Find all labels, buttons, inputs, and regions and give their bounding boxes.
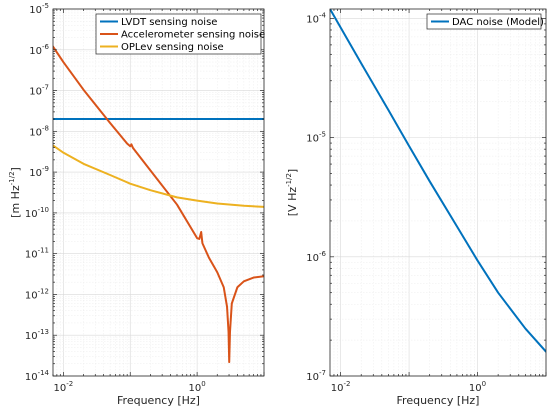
y-tick-label: 10-6 <box>29 43 49 57</box>
legend: LVDT sensing noise Accelerometer sensing … <box>95 13 265 55</box>
y-tick-label: 10-6 <box>306 250 326 264</box>
right-plot: 10-2 100 10-7 10-6 10-5 10-4 Frequency [Hz] [V … <box>285 8 547 407</box>
axes-frame <box>52 8 265 377</box>
x-tick-label: 100 <box>189 380 206 394</box>
x-tick-label: 10-2 <box>331 380 351 394</box>
series-line-1 <box>53 45 264 364</box>
ticks <box>52 8 265 377</box>
legend: DAC noise (Model) <box>426 13 544 30</box>
x-axis-label: Frequency [Hz] <box>397 394 480 407</box>
x-axis-label: Frequency [Hz] <box>117 394 200 407</box>
y-tick-label: 10-13 <box>25 328 49 342</box>
grid <box>329 9 547 377</box>
axes-frame <box>329 8 547 377</box>
series-group <box>53 45 264 364</box>
series-line-0 <box>330 9 546 353</box>
legend-label-0: LVDT sensing noise <box>121 17 217 28</box>
y-tick-label: 10-7 <box>306 369 326 383</box>
legend-label-2: OPLev sensing noise <box>121 42 224 53</box>
y-tick-label: 10-12 <box>25 287 49 301</box>
series-group <box>330 9 546 353</box>
left-plot: 10-2 100 10-14 10-13 10-12 10-11 10-10 10-9 10-8… <box>8 2 265 407</box>
ticks <box>329 9 547 377</box>
legend-label-0: DAC noise (Model) <box>452 17 544 28</box>
y-axis-label: [V Hz-1/2] <box>285 169 299 216</box>
legend-box <box>426 13 542 30</box>
y-tick-label: 10-9 <box>29 165 49 179</box>
y-tick-label: 10-4 <box>306 11 326 25</box>
legend-label-1: Accelerometer sensing noise <box>121 30 265 41</box>
series-line-2 <box>53 144 264 208</box>
y-tick-label: 10-8 <box>29 124 49 138</box>
legend-box <box>95 13 262 55</box>
x-tick-label: 100 <box>469 380 486 394</box>
y-tick-label: 10-5 <box>29 2 49 16</box>
y-axis-label: [m Hz-1/2] <box>8 167 22 218</box>
y-tick-label: 10-10 <box>25 206 49 220</box>
y-tick-label: 10-7 <box>29 84 49 98</box>
x-tick-label: 10-2 <box>54 380 74 394</box>
y-tick-label: 10-5 <box>306 131 326 145</box>
y-tick-label: 10-11 <box>25 247 49 261</box>
y-tick-label: 10-14 <box>25 369 50 383</box>
